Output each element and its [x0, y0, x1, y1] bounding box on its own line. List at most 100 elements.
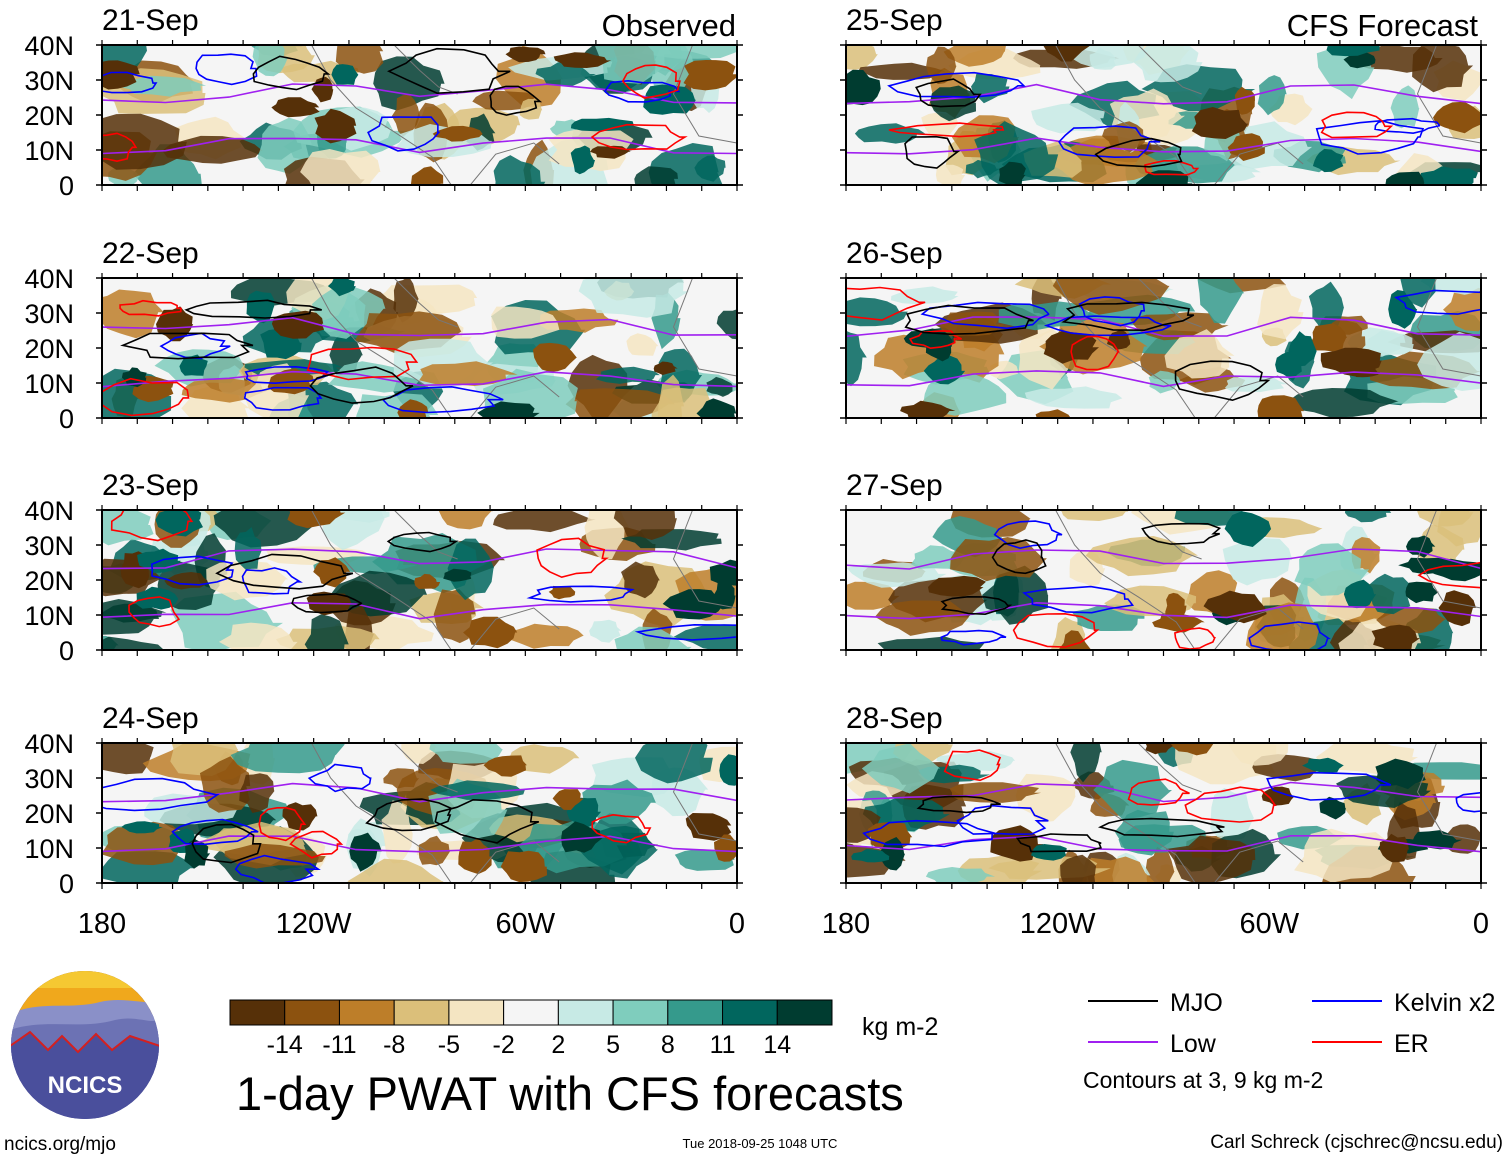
er-contour	[1417, 561, 1481, 589]
kelvin-contour	[1248, 621, 1331, 650]
panel-date: 23-Sep	[102, 469, 199, 502]
anomaly-core	[1319, 796, 1346, 820]
anomaly-core	[1035, 409, 1073, 418]
mjo-contour	[252, 55, 331, 91]
low-contour	[102, 601, 737, 620]
low-contour	[846, 83, 1481, 105]
anomaly-core	[1405, 581, 1439, 604]
lon-label: 0	[1473, 908, 1489, 940]
anomaly-region	[846, 807, 883, 843]
anomaly-region	[694, 155, 726, 182]
lat-label: 40N	[24, 31, 74, 61]
anomaly-region	[322, 510, 385, 551]
anomaly-region	[1015, 773, 1076, 823]
anomaly-core	[500, 850, 547, 883]
anomaly-region	[974, 121, 1059, 185]
anomaly-region	[219, 622, 298, 650]
anomaly-region	[493, 155, 546, 185]
pwat-field	[846, 278, 1481, 418]
legend-item: Kelvin x2	[1312, 989, 1495, 1017]
legend-label: Kelvin x2	[1394, 989, 1495, 1017]
anomaly-region	[846, 297, 908, 327]
kelvin-contour	[234, 854, 321, 883]
anomaly-core	[1145, 743, 1173, 755]
anomaly-region	[595, 366, 660, 384]
mjo-contour	[991, 539, 1047, 575]
pwat-field	[846, 743, 1481, 883]
er-contour	[128, 596, 181, 628]
anomaly-region	[635, 743, 713, 784]
anomaly-core	[1309, 323, 1347, 352]
mjo-contour	[1061, 301, 1195, 332]
colorbar-swatch	[557, 999, 614, 1026]
anomaly-region	[239, 773, 275, 813]
panel-grid: 21-Sep40N30N20N10N022-Sep40N30N20N10N023…	[24, 4, 1489, 940]
anomaly-region	[535, 62, 596, 87]
er-contour	[1070, 335, 1120, 371]
map-panel: 21-Sep 40N 30N 20N 10N 0	[24, 4, 743, 201]
panel-date: 27-Sep	[846, 469, 943, 502]
observed-header: Observed	[602, 8, 736, 43]
low-contour	[846, 601, 1481, 620]
er-contour	[102, 377, 190, 417]
kelvin-contour	[243, 386, 323, 411]
mjo-contour	[184, 299, 322, 319]
pwat-field	[102, 510, 737, 650]
pwat-field	[102, 278, 737, 418]
kelvin-contour	[956, 804, 1049, 836]
low-contour	[846, 137, 1481, 155]
anomaly-region	[509, 744, 580, 774]
anomaly-region	[1222, 538, 1293, 586]
low-contour	[846, 548, 1481, 570]
kelvin-contour	[940, 629, 1007, 646]
kelvin-contour	[1374, 117, 1441, 135]
lon-label: 60W	[1240, 908, 1300, 940]
anomaly-core	[879, 837, 905, 871]
anomaly-region	[1444, 824, 1481, 854]
anomaly-core	[136, 586, 179, 610]
anomaly-core	[1152, 611, 1205, 633]
anomaly-region	[582, 779, 656, 825]
anomaly-core	[928, 575, 986, 597]
anomaly-region	[347, 858, 444, 883]
mjo-contour	[1174, 360, 1271, 402]
anomaly-region	[102, 821, 187, 866]
anomaly-core	[483, 755, 527, 777]
anomaly-core	[570, 145, 595, 175]
mjo-contour	[191, 823, 262, 864]
anomaly-region	[925, 867, 995, 883]
kelvin-contour	[920, 301, 1050, 330]
wave-contours	[846, 71, 1481, 176]
anomaly-core	[411, 166, 444, 185]
er-contour	[102, 132, 138, 163]
figure-title: 1-day PWAT with CFS forecasts	[236, 1067, 904, 1120]
mjo-contour	[904, 304, 1034, 336]
anomaly-core	[1438, 590, 1476, 627]
lat-label: 40N	[24, 264, 74, 294]
anomaly-region	[1412, 524, 1465, 569]
colorbar-tick-label: 5	[606, 1031, 620, 1059]
anomaly-region	[706, 376, 734, 397]
anomaly-region	[447, 538, 495, 601]
er-contour	[110, 510, 194, 542]
er-contour	[591, 813, 652, 844]
anomaly-core	[662, 589, 724, 620]
anomaly-core	[1375, 758, 1426, 790]
anomaly-region	[102, 113, 187, 170]
anomaly-core	[713, 579, 736, 610]
lat-label: 20N	[24, 101, 74, 131]
kelvin-contour	[195, 53, 258, 86]
anomaly-core	[532, 342, 577, 372]
kelvin-contour	[1393, 289, 1481, 315]
anomaly-core	[998, 161, 1026, 185]
lat-label: 0	[59, 404, 74, 434]
mjo-contour	[434, 798, 540, 844]
anomaly-region	[393, 278, 419, 323]
anomaly-region	[1294, 828, 1395, 883]
lat-label: 10N	[24, 136, 74, 166]
mjo-contour	[215, 553, 354, 590]
colorbar-swatch	[229, 999, 286, 1026]
anomaly-region	[1060, 854, 1096, 883]
anomaly-core	[1203, 590, 1267, 624]
